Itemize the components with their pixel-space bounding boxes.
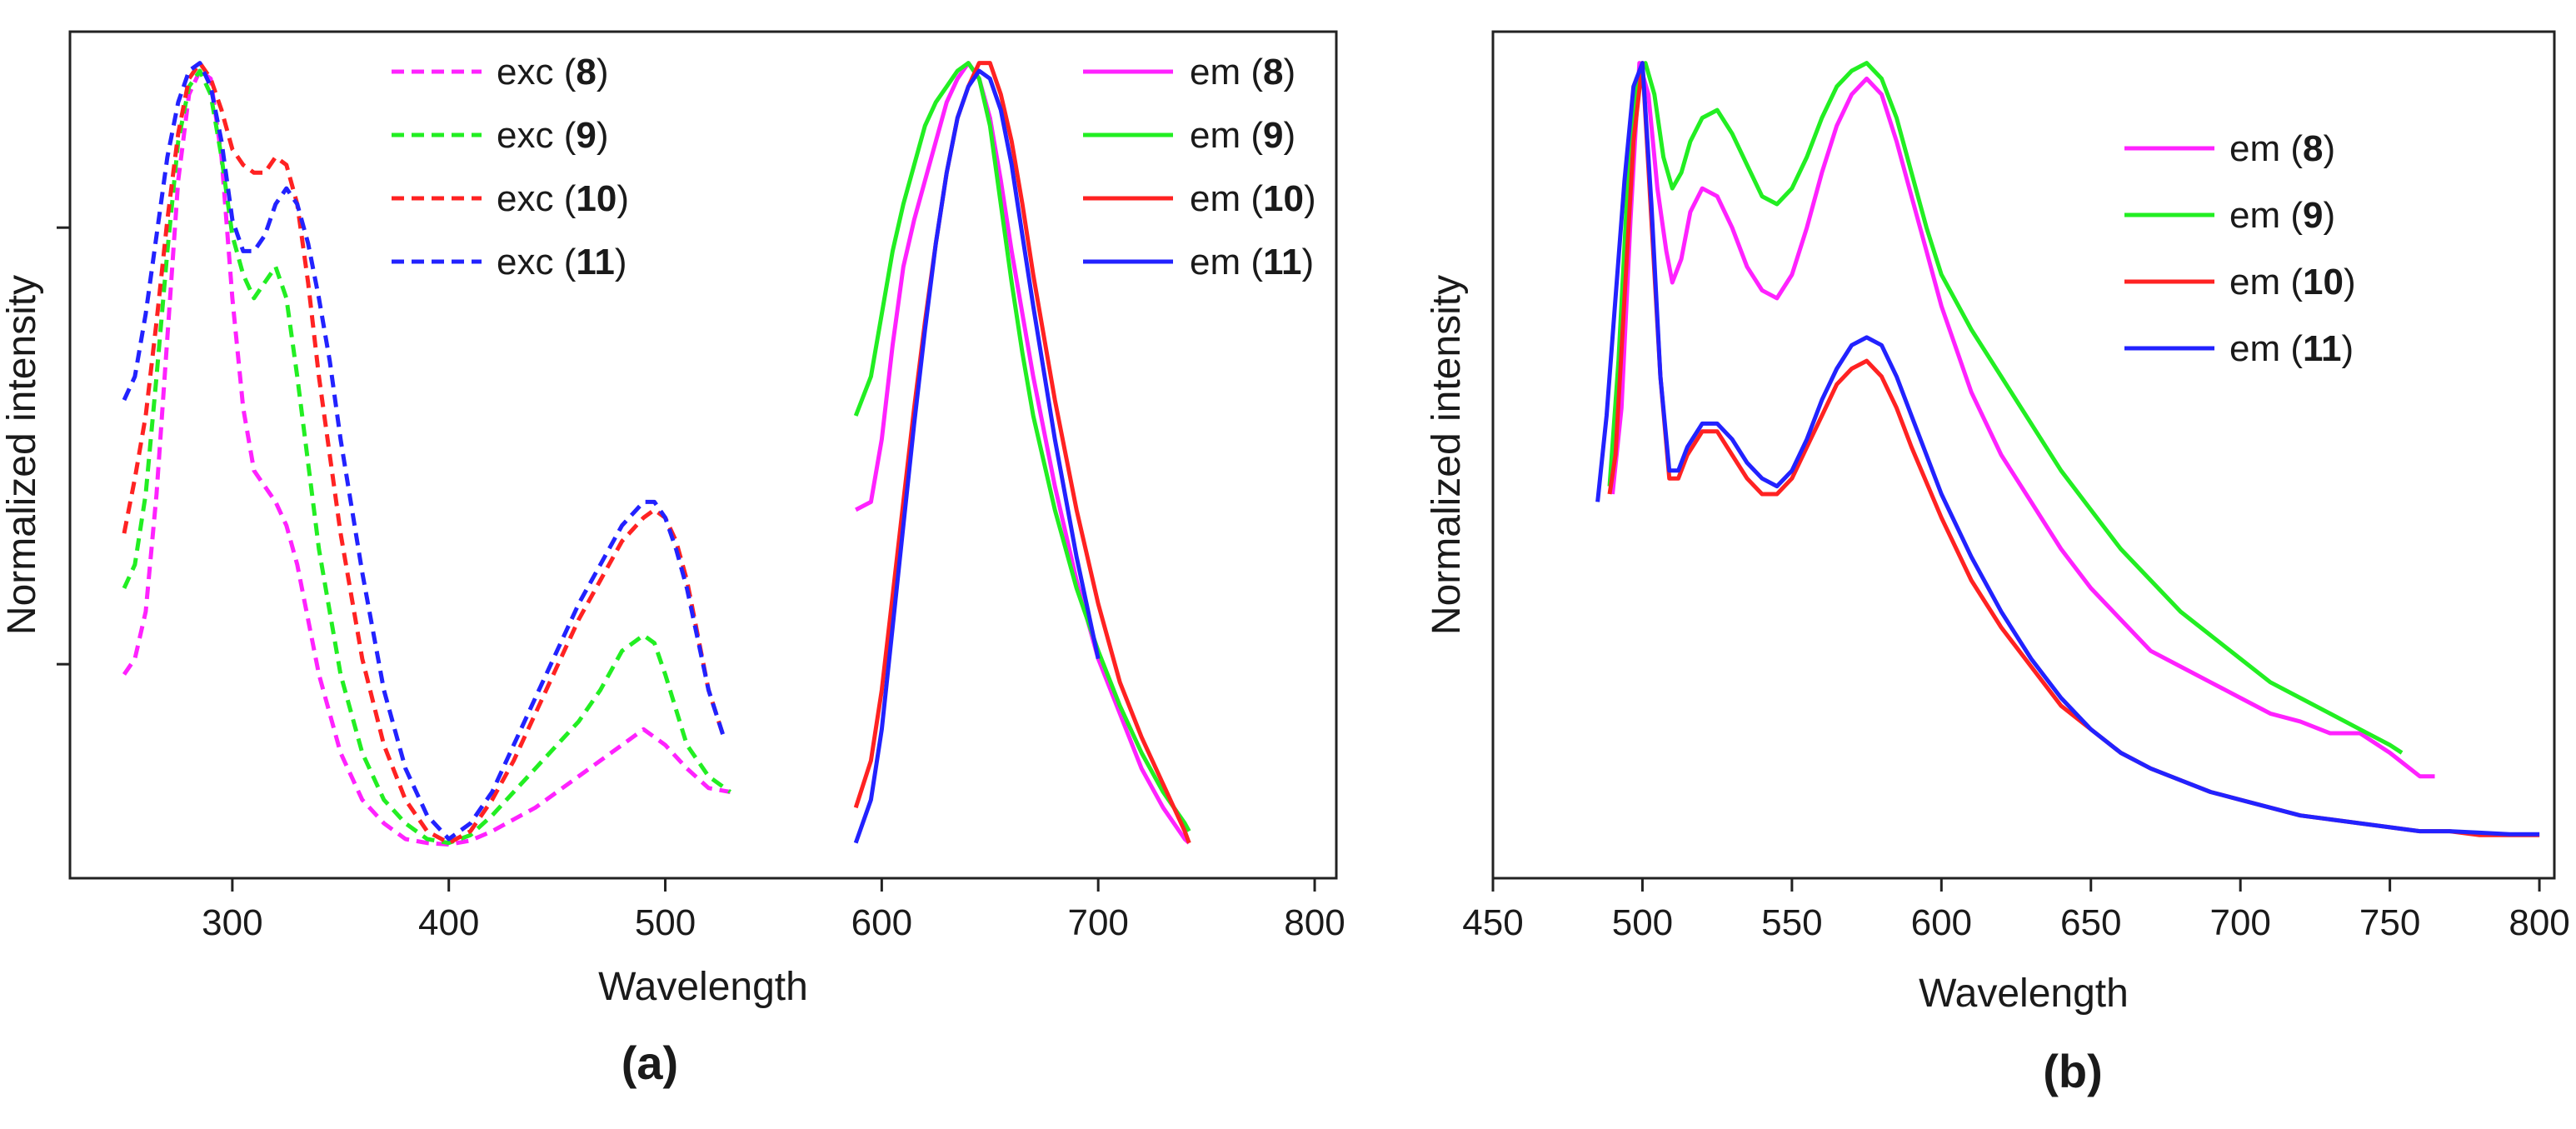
panel-label: (b) [2043, 1045, 2103, 1097]
legend-paren: ) [597, 115, 609, 156]
y-axis-title: Normalized intensity [1425, 275, 1469, 635]
legend-paren: ) [2324, 195, 2336, 236]
legend-label: em (9) [2229, 195, 2335, 236]
legend-label: em (11) [2229, 328, 2354, 369]
legend-paren: ) [1284, 52, 1296, 92]
plot-frame [1491, 30, 2556, 880]
x-tick-label: 550 [1761, 902, 1822, 943]
x-axis-title: Wavelength [1919, 972, 2129, 1016]
x-tick-label: 750 [2359, 902, 2420, 943]
legend-series-name: exc [497, 178, 553, 219]
x-axis-title: Wavelength [598, 965, 808, 1009]
series-line-exc-8 [122, 68, 731, 847]
legend-series-name: exc [497, 242, 553, 282]
legend-label: exc (11) [497, 242, 627, 282]
x-tick-label: 500 [1612, 902, 1673, 943]
legend-compound-number: 8 [2303, 128, 2323, 169]
x-tick-label: 600 [851, 902, 912, 943]
legend-label: em (8) [1190, 52, 1295, 92]
series-line-em-10 [1607, 61, 2540, 837]
series-line-em-11 [1595, 61, 2540, 837]
x-tick-label: 600 [1911, 902, 1972, 943]
legend-paren: ) [597, 52, 609, 92]
legend-label: exc (8) [497, 52, 609, 92]
legend-series-name: em [2229, 195, 2280, 236]
legend-label: em (10) [1190, 178, 1316, 219]
panel-label: (a) [622, 1037, 678, 1089]
panel-b-chart: 450 500 550 600 650 700 750 800 Wavelength Normal… [1425, 30, 2570, 1097]
legend-compound-number: 10 [2303, 262, 2344, 302]
legend-compound-number: 10 [1263, 178, 1304, 219]
legend-paren: ( [1241, 52, 1263, 92]
y-axis-title: Normalized intensity [0, 275, 44, 635]
legend-paren: ( [553, 115, 576, 156]
legend-paren: ( [1241, 178, 1263, 219]
legend-paren: ( [553, 178, 576, 219]
legend-label: exc (9) [497, 115, 609, 156]
x-tick-label: 800 [1284, 902, 1345, 943]
legend-compound-number: 9 [576, 115, 596, 156]
panel-a-chart: 300 400 500 600 700 800 Wavelength Normalized i… [0, 30, 1345, 1089]
legend-series-name: em [2229, 262, 2280, 302]
legend-paren: ) [2344, 262, 2356, 302]
legend-series-name: em [2229, 128, 2280, 169]
series-line-exc-9 [122, 68, 731, 846]
legend-paren: ( [2280, 328, 2303, 369]
legend-label: em (8) [2229, 128, 2335, 169]
legend-compound-number: 8 [576, 52, 596, 92]
legend-series-name: em [2229, 328, 2280, 369]
legend-paren: ) [2342, 328, 2354, 369]
plot-frame [68, 30, 1338, 880]
legend-compound-number: 9 [2303, 195, 2323, 236]
x-tick-label: 500 [635, 902, 696, 943]
legend-paren: ) [615, 242, 627, 282]
legend-paren: ) [1304, 178, 1316, 219]
legend-paren: ( [2280, 128, 2303, 169]
legend-label: em (10) [2229, 262, 2356, 302]
x-tick-label: 700 [2209, 902, 2270, 943]
legend-paren: ( [2280, 195, 2303, 236]
series-line-em-10 [853, 61, 1191, 844]
x-tick-label: 700 [1067, 902, 1128, 943]
x-tick-label: 800 [2509, 902, 2569, 943]
series-line-em-9 [1607, 61, 2404, 755]
legend-series-name: em [1190, 115, 1241, 156]
legend-label: exc (10) [497, 178, 629, 219]
legend-paren: ( [1241, 115, 1263, 156]
legend-label: em (9) [1190, 115, 1295, 156]
x-tick-label: 450 [1462, 902, 1523, 943]
legend-paren: ( [2280, 262, 2303, 302]
series-line-em-8 [1610, 61, 2435, 779]
legend-label: em (11) [1190, 242, 1314, 282]
legend-series-name: em [1190, 52, 1241, 92]
series-line-em-11 [853, 68, 1101, 844]
legend-series-name: exc [497, 115, 553, 156]
legend-compound-number: 8 [1263, 52, 1283, 92]
x-tick-label: 650 [2060, 902, 2121, 943]
legend-series-name: em [1190, 242, 1241, 282]
series-line-exc-11 [122, 61, 726, 842]
legend-compound-number: 11 [2303, 328, 2342, 369]
series-line-exc-10 [122, 61, 726, 846]
legend-compound-number: 11 [1263, 242, 1302, 282]
legend-compound-number: 11 [576, 242, 615, 282]
legend-paren: ) [617, 178, 629, 219]
x-tick-label: 400 [418, 902, 479, 943]
legend-paren: ) [2324, 128, 2336, 169]
legend-paren: ( [1241, 242, 1263, 282]
legend-series-name: em [1190, 178, 1241, 219]
legend-compound-number: 10 [576, 178, 617, 219]
legend-compound-number: 9 [1263, 115, 1283, 156]
legend-paren: ) [1302, 242, 1315, 282]
legend-series-name: exc [497, 52, 553, 92]
x-tick-label: 300 [202, 902, 262, 943]
legend-paren: ( [553, 52, 576, 92]
series-line-em-9 [853, 61, 1191, 832]
legend-paren: ) [1284, 115, 1296, 156]
legend-paren: ( [553, 242, 576, 282]
